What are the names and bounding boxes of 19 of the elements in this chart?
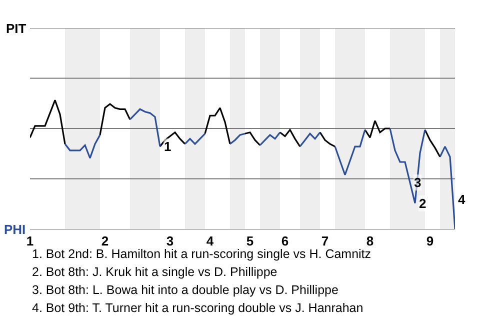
text: 4 (458, 192, 466, 207)
annotation: 1 (164, 139, 172, 154)
text: PHI (4, 222, 26, 237)
text: 4. Bot 9th: T. Turner hit a run-scoring double vs J. Hanrahan (32, 301, 364, 315)
annotation: 2 (419, 196, 426, 211)
x-tick-label: 3 (166, 234, 174, 249)
text: 2. Bot 8th: J. Kruk hit a single vs D. Phillippe (32, 265, 278, 279)
x-tick-label: 9 (426, 234, 434, 249)
text: 3. Bot 8th: L. Bowa hit into a double play vs D. Phillippe (32, 283, 338, 297)
x-tick-label: 5 (246, 234, 254, 249)
x-tick-label: 8 (366, 234, 374, 249)
x-tick-label: 2 (101, 234, 109, 249)
text: 1. Bot 2nd: B. Hamilton hit a run-scoring single vs H. Camnitz (32, 247, 372, 261)
text: PIT (6, 21, 26, 36)
annotation: 3 (414, 175, 422, 190)
x-tick-label: 4 (206, 234, 214, 249)
x-tick-label: 1 (26, 234, 34, 249)
x-tick-label: 6 (281, 234, 289, 249)
x-tick-label: 7 (321, 234, 329, 249)
